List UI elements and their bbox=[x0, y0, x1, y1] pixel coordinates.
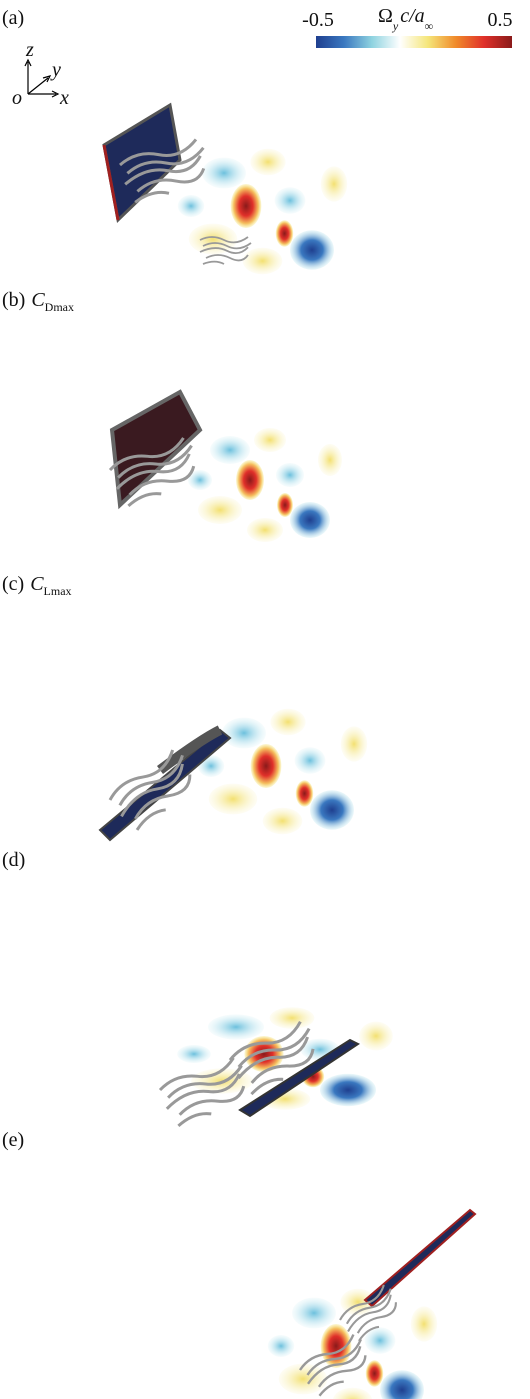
axis-z: z bbox=[25, 39, 34, 61]
panel-label: (b) CDmax bbox=[2, 289, 74, 314]
panel-var: C bbox=[30, 573, 44, 595]
figure: -0.5 0.5 Ωyc/a∞ z y o x (a) (b)CDmax (c)… bbox=[0, 0, 530, 1399]
panel-image bbox=[104, 105, 347, 274]
plate bbox=[100, 730, 230, 840]
panel-label: (e) bbox=[2, 1129, 24, 1151]
ratio-sub: ∞ bbox=[425, 19, 434, 33]
panel-var: C bbox=[31, 289, 45, 311]
panel-sub: Lmax bbox=[44, 584, 72, 598]
colorbar-max: 0.5 bbox=[488, 9, 513, 31]
panel-letter: (c) bbox=[2, 573, 24, 595]
panel-image bbox=[158, 1007, 393, 1127]
panel-image bbox=[268, 1210, 475, 1399]
panel-label: (c) CLmax bbox=[2, 573, 72, 598]
panel-image bbox=[108, 392, 342, 542]
panel-image bbox=[100, 709, 367, 840]
colorbar-min: -0.5 bbox=[302, 9, 334, 31]
axis-y: y bbox=[50, 59, 61, 81]
panel-label: (d) bbox=[2, 849, 25, 871]
symbol: Ω bbox=[378, 5, 393, 27]
axis-x: x bbox=[59, 87, 69, 109]
panel-label: (a) bbox=[2, 7, 24, 29]
panel-sub: Dmax bbox=[45, 300, 74, 314]
symbol-sub: y bbox=[392, 19, 399, 33]
axis-o: o bbox=[12, 87, 22, 109]
colorbar bbox=[316, 36, 512, 48]
panel-letter: (b) bbox=[2, 289, 25, 311]
ratio: c/a bbox=[400, 5, 424, 27]
plate bbox=[112, 392, 200, 505]
